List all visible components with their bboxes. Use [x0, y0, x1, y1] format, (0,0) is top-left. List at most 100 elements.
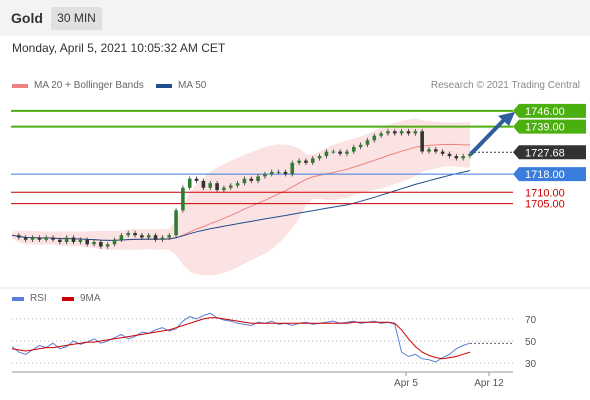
candle-body [17, 235, 21, 238]
candle-body [263, 174, 267, 177]
candle-body [181, 187, 185, 211]
candle-body [351, 147, 356, 152]
candle-body [386, 131, 390, 134]
forecast-arrowhead [498, 111, 515, 126]
level-tag [513, 167, 586, 182]
candle-body [372, 135, 377, 141]
x-tick-label: Apr 5 [394, 378, 418, 389]
candle-body [358, 144, 363, 148]
candle-body [290, 162, 295, 175]
ma50-line [11, 170, 471, 241]
datetime-label: Monday, April 5, 2021 10:05:32 AM CET [12, 41, 226, 55]
candle-body [160, 237, 165, 240]
candle-body [399, 131, 404, 134]
forecast-arrow [469, 117, 507, 156]
candle-body [51, 237, 55, 240]
candle-body [269, 171, 274, 175]
bollinger-band [12, 118, 470, 276]
ma9-line [11, 317, 471, 360]
candle-body [78, 239, 83, 243]
candle-body [454, 156, 459, 159]
candle-body [338, 151, 342, 154]
candle-body [133, 232, 137, 236]
candle-body [208, 183, 213, 188]
candle-body [413, 131, 418, 134]
legend-9ma: 9MA [62, 293, 101, 304]
level-tag [513, 103, 586, 118]
candle-body [222, 187, 226, 190]
candle-body [427, 149, 431, 152]
candle-body [140, 235, 144, 238]
instrument-title: Gold [11, 10, 43, 26]
candle-body [215, 183, 219, 190]
candle-body [146, 235, 151, 238]
candle-body [276, 171, 281, 173]
candle-body [256, 176, 260, 181]
candle-body [194, 178, 199, 181]
candle-body [345, 151, 349, 154]
credit-label: Research © 2021 Trading Central [430, 80, 580, 91]
legend-ma50: MA 50 [156, 80, 206, 91]
candle-body [440, 151, 445, 154]
candle-body [242, 178, 247, 184]
candle-body [71, 237, 76, 243]
candle-body [393, 131, 397, 134]
candle-body [297, 160, 301, 163]
candle-body [420, 131, 424, 152]
candle-body [167, 235, 172, 238]
level-label: 1746.00 [525, 106, 565, 118]
level-label: 1705.00 [525, 199, 565, 211]
candle-body [406, 131, 411, 134]
candle-body [201, 180, 206, 188]
candle-body [58, 239, 62, 243]
ma9-swatch [62, 296, 74, 301]
level-label: 1739.00 [525, 122, 565, 134]
candle-body [379, 133, 383, 136]
candle-body [434, 149, 438, 152]
level-tag [513, 119, 586, 134]
candle-body [365, 140, 370, 145]
candle-body [447, 153, 452, 157]
bollinger-label: MA 20 + Bollinger Bands [34, 80, 144, 91]
candle-body [64, 237, 69, 243]
candle-body [174, 210, 178, 236]
rsi-tick-label: 30 [525, 359, 537, 370]
legend-rsi: RSI [12, 293, 47, 304]
ma50-swatch [156, 83, 172, 88]
rsi-tick-label: 70 [525, 315, 537, 326]
candle-body [105, 244, 110, 247]
bollinger-swatch [12, 83, 28, 88]
candle-body [324, 151, 329, 157]
candle-body [331, 151, 336, 153]
current-price-tag [513, 145, 586, 160]
candle-body [23, 237, 28, 240]
candle-body [119, 235, 124, 240]
candle-body [187, 178, 192, 188]
rsi-tick-label: 50 [525, 337, 537, 348]
candle-body [112, 239, 117, 245]
candle-body [37, 237, 42, 240]
candle-body [30, 237, 35, 240]
candle-body [85, 239, 89, 245]
candle-body [249, 178, 254, 181]
candle-body [283, 171, 288, 175]
candle-body [153, 235, 158, 240]
candle-body [317, 156, 322, 159]
candle-body [92, 242, 96, 245]
timeframe-button[interactable]: 30 MIN [51, 7, 102, 30]
candle-body [99, 242, 103, 247]
rsi-line [11, 312, 471, 363]
level-label: 1710.00 [525, 187, 565, 199]
current-price-label: 1727.68 [525, 147, 565, 159]
candle-body [228, 185, 233, 188]
x-tick-label: Apr 12 [474, 378, 504, 389]
rsi-label: RSI [30, 293, 47, 304]
ma9-label: 9MA [80, 293, 101, 304]
rsi-swatch [12, 296, 24, 301]
candle-body [126, 232, 131, 236]
candle-body [468, 153, 472, 157]
candle-body [304, 160, 308, 163]
legend-bollinger: MA 20 + Bollinger Bands [12, 80, 144, 91]
candle-body [44, 237, 48, 240]
